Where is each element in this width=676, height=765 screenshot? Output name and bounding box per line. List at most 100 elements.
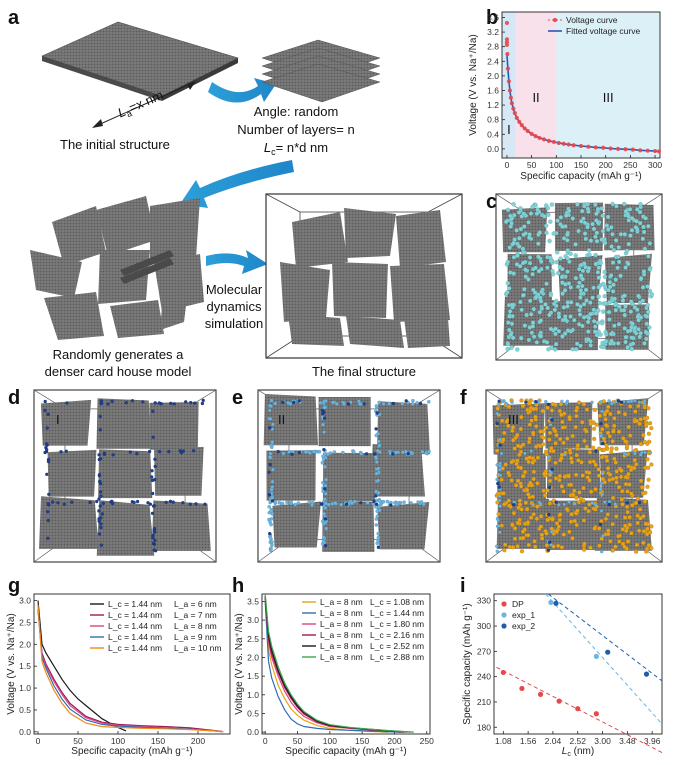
box-f-na-atom-463 (549, 445, 554, 451)
box-c-na-atom-252 (548, 326, 554, 332)
y-tick-label-b-1: 0.4 (487, 129, 499, 139)
panel-b-label: b (486, 7, 498, 29)
y-axis-label-g: Voltage (V vs. Na⁺/Na) (6, 613, 17, 714)
y-tick-label-h-4: 2.0 (247, 652, 259, 662)
box-c-na-atom-380 (519, 307, 524, 313)
box-c-na-atom-274 (586, 315, 592, 321)
box-c-na-atom-357 (637, 209, 643, 215)
box-f-na-atom-211 (590, 445, 596, 450)
box-e-na-atom-19 (323, 517, 328, 521)
box-c-na-atom-68 (527, 298, 533, 304)
panel-d-label: d (8, 387, 20, 409)
box-d-na-atom-87 (45, 509, 50, 514)
box-d-na-atom-68 (151, 541, 156, 546)
box-f-na-atom-122 (578, 496, 584, 501)
box-f-na-atom-407 (569, 459, 575, 465)
box-e-na-atom-60 (374, 523, 379, 527)
box-f-na-atom-93 (638, 417, 643, 422)
box-f-na-atom-47 (538, 524, 544, 529)
box-c-na-atom-159 (576, 321, 582, 327)
box-d-na-atom-66 (46, 412, 50, 417)
box-f-na-atom-303 (610, 476, 615, 482)
box-f-na-atom-259 (606, 531, 611, 537)
box-f-na-atom-200 (576, 400, 582, 405)
box-f-na-atom-348 (502, 430, 507, 436)
box-f-na-atom-141 (612, 423, 617, 429)
box-f-na-atom-469 (644, 422, 649, 427)
series-line-h-1 (264, 601, 401, 733)
panel-a-label: a (8, 7, 20, 29)
box-f-na-atom-381 (500, 466, 505, 471)
box-f-na-atom-456 (502, 502, 507, 507)
box-e-na-atom-189 (426, 399, 431, 404)
box-f-na-atom-85 (629, 399, 634, 404)
box-e-na-atom-73 (339, 502, 344, 507)
voltage-point-27 (578, 143, 584, 149)
box-c-na-atom-334 (539, 306, 545, 311)
box-d-na-atom-6 (50, 500, 55, 504)
box-f-na-atom-336 (559, 412, 564, 417)
box-f-na-atom-159 (616, 429, 622, 434)
box-f-na-atom-203 (596, 467, 601, 472)
region-label-b-2: III (603, 90, 614, 105)
box-c-na-atom-330 (516, 210, 522, 215)
box-c-na-atom-186 (521, 211, 527, 216)
box-c-na-atom-287 (545, 205, 551, 211)
box-c-na-atom-453 (538, 259, 544, 264)
legend-label-g-2-a: L_c = 1.44 nm (108, 621, 162, 631)
box-f-na-atom-31 (495, 549, 500, 554)
box-c-na-atom-359 (605, 214, 611, 220)
y-tick-label-h-5: 2.5 (247, 634, 259, 644)
box-c-na-atom-2 (511, 255, 517, 260)
box-f-na-atom-418 (526, 532, 531, 538)
box-c-na-atom-250 (546, 347, 551, 352)
box-c-na-atom-476 (578, 295, 583, 300)
box-d-na-atom-31 (99, 400, 104, 405)
box-f-na-atom-20 (496, 481, 500, 486)
box-c-na-atom-36 (575, 202, 580, 207)
box-e-na-atom-124 (322, 511, 327, 516)
box-c-na-atom-86 (641, 229, 647, 235)
box-e-na-atom-166 (373, 455, 378, 459)
box-c-na-atom-221 (613, 277, 618, 282)
box-f-na-atom-63 (613, 460, 618, 465)
box-f-na-atom-356 (579, 460, 584, 465)
box-f-na-atom-184 (603, 423, 609, 428)
chart-h: 0 50 100 150 200 250 0.0 0.5 1.0 1.5 2.0 2.5 3.0 3.5 L… (234, 593, 434, 757)
box-d-na-atom-35 (100, 512, 105, 516)
box-f-na-atom-44 (523, 451, 527, 456)
box-e-na-atom-132 (324, 501, 328, 506)
box-f-na-atom-443 (628, 404, 633, 409)
x-axis-label-h: Specific capacity (mAh g⁻¹) (285, 746, 406, 757)
box-c-na-atom-485 (621, 201, 627, 207)
box-f-na-atom-364 (570, 433, 575, 439)
box-c-na-atom-487 (530, 204, 535, 210)
box-c-na-atom-278 (546, 212, 551, 217)
box-e-na-atom-82 (311, 449, 316, 454)
box-f-na-atom-282 (539, 532, 545, 537)
box-c-na-atom-407 (576, 228, 581, 234)
point-DP-4 (575, 706, 581, 712)
box-c-na-atom-70 (577, 312, 583, 317)
voltage-point-5 (505, 66, 511, 71)
box-f-na-atom-366 (525, 488, 530, 493)
box-c-na-atom-181 (591, 318, 597, 324)
box-c-na-atom-450 (511, 240, 516, 246)
box-c-na-atom-150 (593, 234, 598, 240)
box-c-na-atom-236 (511, 271, 516, 276)
box-c-na-atom-73 (582, 231, 588, 236)
box-c-na-atom-64 (523, 274, 528, 279)
box-f-na-atom-264 (519, 549, 525, 554)
box-e-na-atom-20 (267, 470, 271, 475)
box-c-na-atom-504 (579, 208, 585, 214)
y-tick-label-g-2: 1.0 (19, 683, 31, 693)
box-f-na-atom-79 (496, 403, 501, 407)
box-d-na-atom-104 (146, 500, 150, 505)
box-e-na-atom-14 (352, 499, 357, 504)
box-d-na-atom-88 (151, 435, 155, 439)
box-c-na-atom-417 (588, 300, 593, 305)
box-f-na-atom-300 (520, 403, 526, 409)
box-f-na-atom-95 (588, 545, 593, 550)
y-tick-label-b-7: 2.8 (487, 42, 499, 52)
box-f-sheet-2-1 (545, 500, 598, 550)
